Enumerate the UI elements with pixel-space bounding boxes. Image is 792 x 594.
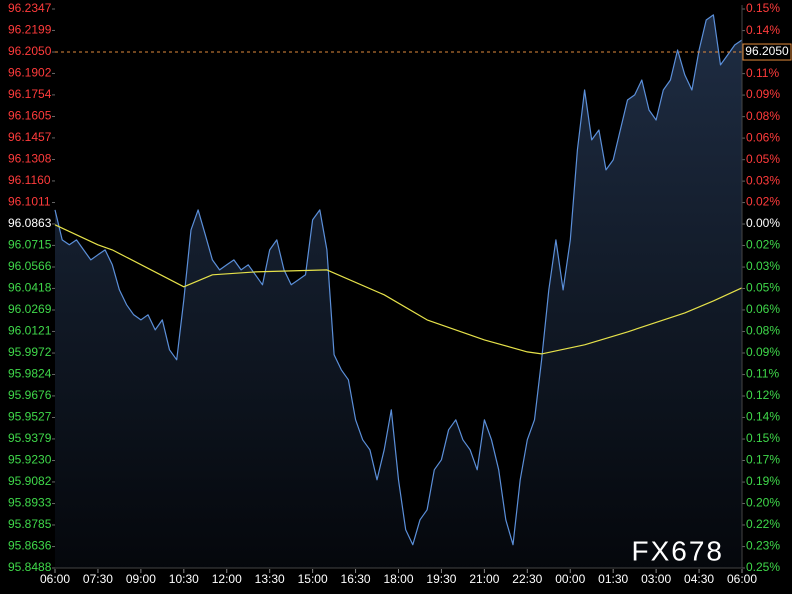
y2-tick-label: 0.17% <box>746 453 780 467</box>
y-tick-label: 96.1011 <box>8 195 51 209</box>
y2-tick-label: 0.15% <box>746 1 780 15</box>
reference-label: 96.2050 <box>745 44 789 58</box>
y-tick-label: 96.2347 <box>8 1 52 15</box>
y-tick-label: 95.9527 <box>8 410 52 424</box>
y2-tick-label: 0.00% <box>746 216 780 230</box>
y-tick-label: 95.8785 <box>8 517 52 531</box>
x-tick-label: 22:30 <box>512 572 542 586</box>
watermark: FX678 <box>632 535 725 566</box>
x-tick-label: 06:00 <box>40 572 70 586</box>
y2-tick-label: 0.05% <box>746 281 780 295</box>
y2-tick-label: 0.25% <box>746 560 780 574</box>
line <box>54 14 743 546</box>
x-tick-label: 10:30 <box>169 572 199 586</box>
y-tick-label: 95.9972 <box>8 345 52 359</box>
y2-tick-label: 0.15% <box>746 431 780 445</box>
x-tick-label: 12:00 <box>212 572 242 586</box>
y2-tick-label: 0.05% <box>746 152 780 166</box>
y-tick-label: 95.8636 <box>8 539 52 553</box>
y-tick-label: 96.1902 <box>8 66 52 80</box>
y-tick-label: 96.0418 <box>8 281 52 295</box>
x-tick-label: 19:30 <box>426 572 456 586</box>
y-tick-label: 96.1754 <box>8 87 52 101</box>
y2-tick-label: 0.22% <box>746 517 780 531</box>
y2-tick-label: 0.06% <box>746 130 780 144</box>
line <box>54 224 743 355</box>
y-tick-label: 95.8933 <box>8 496 52 510</box>
y-tick-label: 95.9379 <box>8 431 52 445</box>
y2-tick-label: 0.09% <box>746 87 780 101</box>
x-tick-label: 13:30 <box>255 572 285 586</box>
y-tick-label: 96.0121 <box>8 324 52 338</box>
y2-tick-label: 0.06% <box>746 302 780 316</box>
y-tick-label: 96.1605 <box>8 109 52 123</box>
y2-tick-label: 0.02% <box>746 195 780 209</box>
y-tick-label: 96.0715 <box>8 238 52 252</box>
x-tick-label: 01:30 <box>598 572 628 586</box>
y-tick-label: 96.1160 <box>8 173 51 187</box>
y-tick-label: 96.2199 <box>8 23 52 37</box>
y-tick-label: 95.9676 <box>8 388 52 402</box>
y-tick-label: 96.1457 <box>8 130 52 144</box>
x-tick-label: 21:00 <box>469 572 499 586</box>
y-tick-label: 96.0269 <box>8 302 52 316</box>
y-tick-label: 95.9230 <box>8 453 52 467</box>
y2-tick-label: 0.03% <box>746 259 780 273</box>
y-tick-label: 96.1308 <box>8 152 52 166</box>
y-tick-label: 96.0566 <box>8 259 52 273</box>
y2-tick-label: 0.19% <box>746 474 780 488</box>
x-tick-label: 15:00 <box>298 572 328 586</box>
reference-label-box <box>742 43 792 61</box>
x-tick-label: 04:30 <box>684 572 714 586</box>
y-tick-label: 95.8488 <box>8 560 52 574</box>
y2-tick-label: 0.08% <box>746 109 780 123</box>
y2-tick-label: 0.14% <box>746 410 780 424</box>
x-tick-label: 18:00 <box>383 572 413 586</box>
y2-tick-label: 0.11% <box>746 66 779 80</box>
x-tick-label: 03:00 <box>641 572 671 586</box>
y-tick-label: 95.9082 <box>8 474 52 488</box>
area <box>55 14 742 568</box>
y-tick-label: 96.0863 <box>8 216 52 230</box>
x-tick-label: 06:00 <box>727 572 757 586</box>
y2-tick-label: 0.12% <box>746 388 780 402</box>
x-tick-label: 00:00 <box>555 572 585 586</box>
y2-tick-label: 0.11% <box>746 367 779 381</box>
x-tick-label: 16:30 <box>341 572 371 586</box>
x-tick-label: 07:30 <box>83 572 113 586</box>
y-tick-label: 95.9824 <box>8 367 52 381</box>
x-tick-label: 09:00 <box>126 572 156 586</box>
y2-tick-label: 0.23% <box>746 539 780 553</box>
y2-tick-label: 0.03% <box>746 173 780 187</box>
y2-tick-label: 0.20% <box>746 496 780 510</box>
y2-tick-label: 0.08% <box>746 324 780 338</box>
y2-tick-label: 0.02% <box>746 238 780 252</box>
y2-tick-label: 0.09% <box>746 345 780 359</box>
y2-tick-label: 0.14% <box>746 23 780 37</box>
y-tick-label: 96.2050 <box>8 44 52 58</box>
